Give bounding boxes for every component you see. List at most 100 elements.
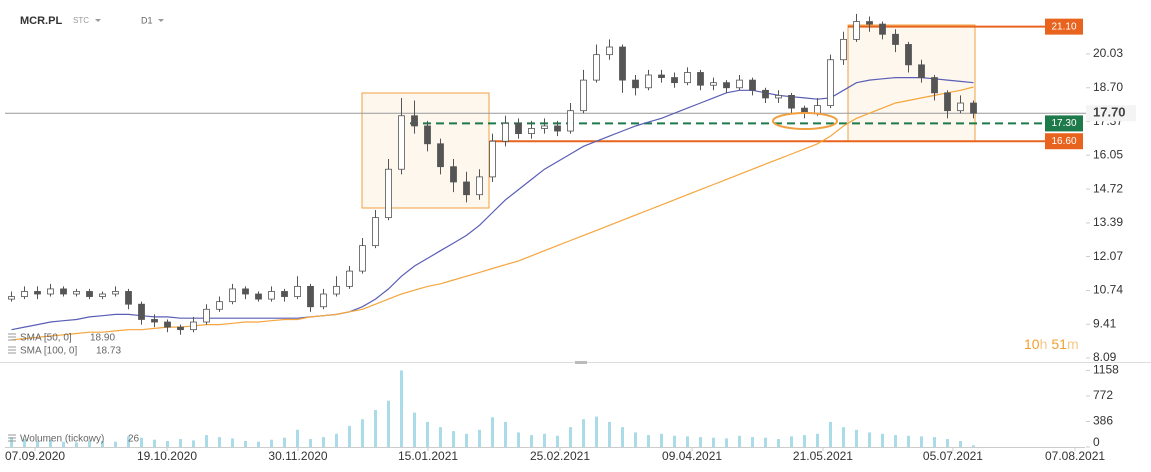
volume-bar (673, 435, 676, 447)
volume-bar (517, 432, 520, 447)
volume-bar (699, 437, 702, 447)
y-tick-label: 13.39 (1093, 215, 1123, 229)
y-tick-label: 9.41 (1093, 316, 1117, 330)
volume-bar (153, 439, 156, 447)
candle-body (346, 270, 353, 287)
candle-body (112, 291, 119, 295)
panel-handle[interactable] (575, 361, 587, 364)
candle-body (47, 288, 54, 295)
candle-body (34, 291, 41, 295)
volume-bar (894, 435, 897, 447)
volume-bar (660, 433, 663, 447)
x-tick-label: 07.08.2021 (1045, 449, 1105, 463)
candle-body (710, 82, 717, 86)
volume-bar (972, 445, 975, 447)
x-tick-label: 07.09.2020 (5, 449, 65, 463)
y-tick-label: 0 (1093, 435, 1100, 449)
candle-body (164, 321, 171, 328)
volume-bar (101, 441, 104, 447)
volume-bar (530, 435, 533, 447)
candle-body (866, 21, 873, 25)
candle-body (463, 181, 470, 196)
candle-body (190, 321, 197, 331)
volume-bar (257, 441, 260, 447)
candle-body (619, 46, 626, 81)
y-tick-label: 16.05 (1093, 147, 1123, 161)
legend-label: SMA [50, 0] (20, 333, 72, 344)
level-label-box (1045, 133, 1083, 150)
dropdown-arrow[interactable] (95, 19, 101, 22)
annotation-ellipse (772, 112, 838, 130)
volume-bar (205, 435, 208, 447)
level-label-box (1045, 18, 1083, 35)
legend-icon[interactable] (8, 434, 16, 442)
candle-body (242, 288, 249, 295)
volume-bar (270, 439, 273, 447)
timer-unit: m (1067, 336, 1079, 352)
sma-line (11, 77, 974, 331)
volume-bar (166, 441, 169, 447)
candle-body (333, 285, 340, 295)
volume-bar (361, 419, 364, 447)
x-tick-label: 09.04.2021 (662, 449, 722, 463)
volume-bar (439, 427, 442, 447)
candle-body (255, 293, 262, 300)
sma-line (11, 86, 974, 341)
timer-minutes: 51 (1051, 336, 1067, 352)
account[interactable]: STC (73, 16, 89, 25)
candle-body (814, 105, 821, 114)
x-tick-label: 15.01.2021 (398, 449, 458, 463)
candle-body (554, 125, 561, 132)
interval[interactable]: D1 (141, 15, 153, 25)
volume-bar (387, 400, 390, 447)
volume-bar (10, 437, 13, 447)
volume-bar (75, 442, 78, 447)
candle-body (918, 64, 925, 78)
volume-bar (62, 441, 65, 447)
volume-bar (712, 437, 715, 447)
candle-body (827, 59, 834, 106)
candle-body (775, 94, 782, 99)
legend-label: SMA [100, 0] (20, 346, 77, 357)
candle-body (528, 128, 535, 134)
volume-bar (49, 439, 52, 447)
candle-body (853, 21, 860, 40)
candle-body (86, 291, 93, 297)
candle-body (437, 143, 444, 168)
volume-bar (868, 432, 871, 447)
y-tick-label: 1158 (1093, 363, 1119, 377)
candle-body (840, 38, 847, 61)
candle-body (372, 217, 379, 247)
candle-body (970, 102, 977, 114)
candle-body (736, 79, 743, 89)
x-tick-label: 05.07.2021 (923, 449, 983, 463)
volume-bar (686, 436, 689, 447)
candle-body (541, 125, 548, 129)
legend-value: 18.90 (90, 333, 115, 344)
candle-body (788, 94, 795, 109)
candle-body (957, 102, 964, 112)
legend: SMA [50, 0] 18.90 SMA [100, 0] 18.73 Wol… (8, 333, 140, 445)
candle-body (593, 54, 600, 81)
candle-body (203, 308, 210, 323)
candle-body (307, 285, 314, 308)
volume-bar (465, 433, 468, 447)
dropdown-arrow[interactable] (158, 19, 164, 22)
candle-body (606, 46, 613, 56)
x-tick-label: 19.10.2020 (137, 449, 197, 463)
legend-label: Wolumen (tickowy) (20, 434, 104, 445)
candle-body (281, 291, 288, 297)
volume-bar (23, 439, 26, 447)
y-tick-label: 14.72 (1093, 181, 1123, 195)
candle-body (21, 291, 28, 297)
volume-bar (543, 433, 546, 447)
timer-unit: h (1040, 336, 1048, 352)
candle-body (567, 110, 574, 132)
volume-bar (556, 435, 559, 447)
legend-icon[interactable] (8, 333, 16, 341)
symbol[interactable]: MCR.PL (20, 15, 62, 27)
legend-icon[interactable] (8, 346, 16, 354)
volume-bar (738, 435, 741, 447)
level-label: 21.10 (1051, 21, 1076, 32)
